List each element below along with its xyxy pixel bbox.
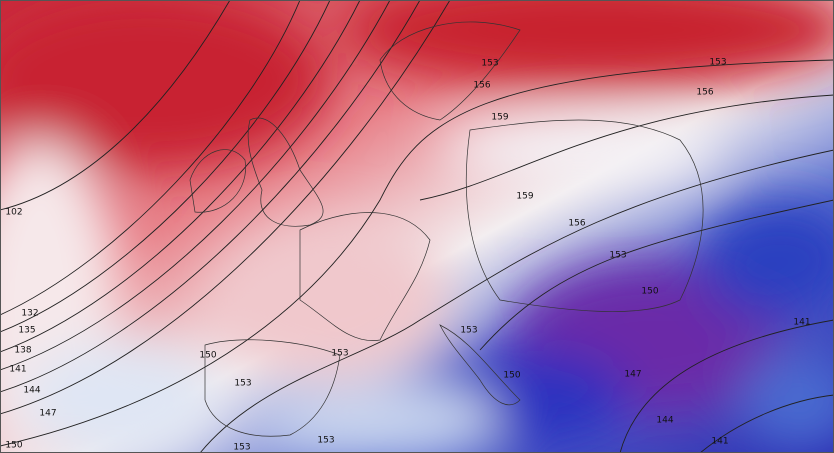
isohypse [0, 0, 391, 371]
isohypse [0, 0, 451, 415]
contour-label: 141 [793, 318, 810, 328]
italy [439, 324, 521, 406]
iberia [204, 339, 341, 437]
isohypse [0, 59, 834, 447]
contour-label: 150 [5, 441, 22, 451]
scandinavia [379, 21, 521, 121]
contour-label: 147 [624, 370, 641, 380]
isohypse [619, 319, 834, 453]
france [299, 212, 431, 341]
contour-label: 150 [503, 371, 520, 381]
isohypse [0, 0, 361, 353]
contour-label: 156 [696, 88, 713, 98]
contour-label: 144 [23, 386, 40, 396]
contour-label: 153 [609, 251, 626, 261]
contour-label: 144 [656, 416, 673, 426]
contour-label: 150 [641, 287, 658, 297]
contour-label: 153 [331, 349, 348, 359]
contour-label: 102 [5, 208, 22, 218]
isohypse [0, 0, 331, 333]
isohypse [0, 0, 421, 393]
contour-label: 159 [491, 113, 508, 123]
contour-label: 138 [14, 346, 31, 356]
isohypse [479, 199, 834, 351]
contour-label: 153 [233, 443, 250, 453]
contour-label: 141 [711, 437, 728, 447]
ireland [189, 149, 246, 213]
contour-label: 150 [199, 351, 216, 361]
contour-label: 135 [18, 326, 35, 336]
isohypse [0, 0, 301, 316]
contour-labels: 153 153 156 156 159 159 156 153 150 153 … [5, 58, 810, 453]
contour-label: 153 [317, 436, 334, 446]
contour-label: 147 [39, 409, 56, 419]
isohypse [419, 94, 834, 201]
contour-label: 156 [568, 219, 585, 229]
isohypse [699, 394, 834, 453]
contour-label: 159 [516, 192, 533, 202]
contour-label: 153 [234, 379, 251, 389]
coastlines [189, 21, 704, 437]
contour-label: 141 [9, 365, 26, 375]
isohypse [0, 0, 231, 211]
contour-label: 153 [460, 326, 477, 336]
contour-label: 153 [709, 58, 726, 68]
central-europe [465, 119, 704, 312]
contour-label: 132 [21, 309, 38, 319]
isohypse [199, 149, 834, 453]
contour-label: 156 [473, 81, 490, 91]
contour-label: 153 [481, 59, 498, 69]
